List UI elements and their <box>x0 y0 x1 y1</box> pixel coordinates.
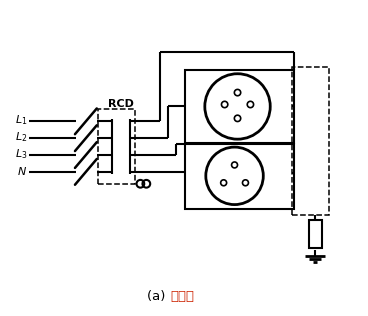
Text: RCD: RCD <box>107 100 134 109</box>
Circle shape <box>222 101 228 108</box>
Circle shape <box>247 101 254 108</box>
Text: 四极式: 四极式 <box>170 290 194 303</box>
Text: $N$: $N$ <box>17 165 27 177</box>
Bar <box>309 221 322 248</box>
Text: $L_1$: $L_1$ <box>15 113 27 127</box>
Circle shape <box>243 180 248 186</box>
Circle shape <box>231 162 237 168</box>
Text: $L_3$: $L_3$ <box>15 147 27 161</box>
Circle shape <box>234 115 241 122</box>
Bar <box>185 144 294 209</box>
Bar <box>185 70 294 143</box>
Circle shape <box>221 180 227 186</box>
Text: $L_2$: $L_2$ <box>15 130 27 144</box>
Circle shape <box>234 89 241 96</box>
Text: (a): (a) <box>148 290 170 303</box>
